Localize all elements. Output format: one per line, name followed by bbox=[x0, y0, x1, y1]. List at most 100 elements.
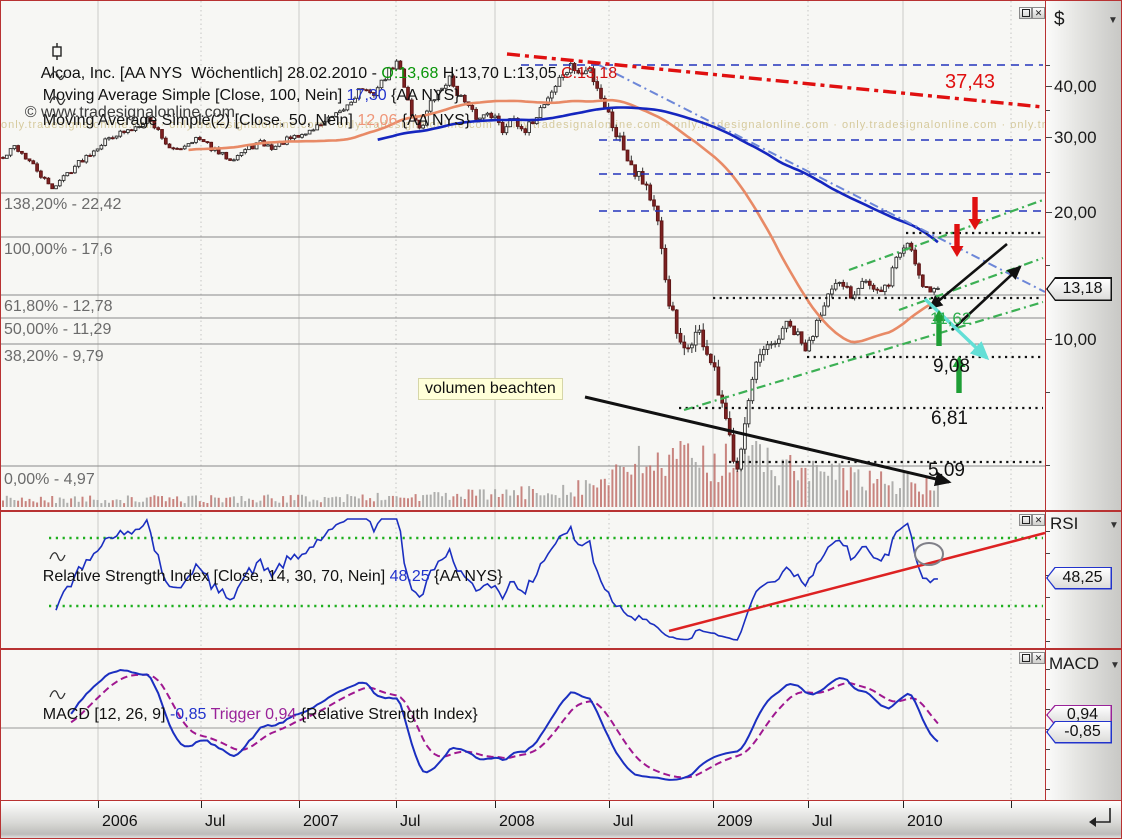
rsi-trendline[interactable] bbox=[668, 531, 1045, 633]
volume-bar bbox=[198, 501, 201, 507]
fib-label: 100,00% - 17,6 bbox=[4, 241, 113, 258]
volume-bar bbox=[902, 471, 905, 507]
axis-tick bbox=[1046, 553, 1050, 554]
chevron-down-icon[interactable]: ▼ bbox=[1108, 15, 1118, 26]
instrument-header[interactable]: Alcoa, Inc. [AA NYS Wöchentlich] 28.02.2… bbox=[7, 7, 617, 101]
red-down-arrow-1[interactable] bbox=[968, 197, 982, 230]
volume-bar bbox=[36, 502, 39, 507]
volume-bar bbox=[573, 496, 576, 507]
volume-bar bbox=[641, 473, 644, 507]
cross-arrow-up[interactable] bbox=[951, 265, 1022, 331]
volume-bar bbox=[656, 452, 659, 507]
green-up-arrow-2[interactable] bbox=[952, 356, 966, 393]
volume-bar bbox=[85, 501, 88, 507]
downtrend-major-red[interactable] bbox=[506, 52, 1044, 109]
rsi-panel[interactable] bbox=[1, 511, 1045, 649]
ma100-header[interactable]: Moving Average Simple [Close, 100, Nein]… bbox=[5, 33, 460, 123]
volume-bar bbox=[524, 499, 527, 507]
volume-bar bbox=[933, 490, 936, 507]
maximize-rsi-button[interactable] bbox=[1019, 514, 1032, 526]
candlestick-series[interactable] bbox=[1, 59, 940, 472]
macd-label: MACD [12, 26, 9] bbox=[42, 706, 170, 723]
volume-bar bbox=[808, 481, 811, 507]
volume-bar bbox=[910, 482, 913, 507]
close-panel-button[interactable]: ✕ bbox=[1032, 7, 1045, 19]
time-axis-label: 2007 bbox=[303, 813, 339, 830]
volume-bar bbox=[751, 445, 754, 507]
time-axis[interactable]: 2006 Jul 2007 Jul 2008 Jul 2009 Jul 2010 bbox=[1, 801, 1121, 838]
rsi-label: Relative Strength Index [Close, 14, 30, … bbox=[42, 568, 390, 585]
volume-bar bbox=[376, 492, 379, 507]
open-value: O:13,68 bbox=[381, 65, 439, 82]
volume-bar bbox=[724, 443, 727, 507]
copyright-label: © www.tradesignalonline.com bbox=[24, 104, 235, 121]
axis-tick bbox=[1046, 769, 1050, 770]
close-rsi-button[interactable]: ✕ bbox=[1032, 514, 1045, 526]
axis-tick bbox=[1046, 110, 1050, 111]
volume-bar bbox=[887, 485, 890, 507]
time-tick bbox=[98, 801, 99, 808]
macd-trigger-line[interactable] bbox=[70, 673, 939, 779]
volume-bar bbox=[248, 498, 250, 507]
volume-bar bbox=[478, 489, 481, 507]
volume-bar bbox=[702, 445, 705, 507]
cross-arrow-down[interactable] bbox=[928, 243, 1008, 310]
chevron-down-icon[interactable]: ▼ bbox=[1110, 660, 1120, 671]
macd-header[interactable]: MACD [12, 26, 9] -0,85 Trigger 0,94 {Rel… bbox=[5, 652, 478, 742]
close-macd-button[interactable]: ✕ bbox=[1032, 652, 1045, 664]
volume-bar bbox=[266, 494, 269, 507]
rsi-suffix: {AA NYS} bbox=[429, 568, 503, 585]
volume-bar bbox=[210, 495, 213, 507]
volume-bar bbox=[577, 480, 580, 507]
volume-bar bbox=[645, 466, 648, 507]
chevron-down-icon[interactable]: ▼ bbox=[1109, 520, 1119, 531]
rsi-circle-annotation[interactable] bbox=[914, 542, 944, 566]
green-up-arrow-1[interactable] bbox=[932, 310, 946, 346]
maximize-macd-button[interactable] bbox=[1019, 652, 1032, 664]
chart-canvas[interactable] bbox=[1, 1, 1045, 801]
volume-bar bbox=[550, 494, 553, 507]
volume-bar bbox=[130, 497, 133, 507]
ma50-line[interactable] bbox=[188, 98, 939, 344]
volume-bar bbox=[827, 475, 830, 507]
axis-tick bbox=[1046, 86, 1052, 87]
indicator-wave-icon bbox=[23, 670, 67, 724]
volume-bar bbox=[883, 483, 886, 507]
rsi-line[interactable] bbox=[55, 517, 938, 641]
volume-bar bbox=[793, 471, 796, 507]
volume-bar bbox=[762, 472, 765, 507]
macd-line[interactable] bbox=[70, 668, 939, 781]
volume-bar bbox=[232, 496, 235, 507]
volume-bar bbox=[126, 495, 129, 507]
volume-bar bbox=[441, 496, 444, 507]
ma100-line[interactable] bbox=[377, 106, 939, 244]
volumen-beachten-note[interactable]: volumen beachten bbox=[418, 378, 563, 400]
return-arrow-icon[interactable] bbox=[1086, 806, 1116, 832]
volume-bar bbox=[403, 497, 406, 507]
volume-bar bbox=[921, 494, 924, 507]
ma50-header[interactable]: Moving Average Simple(2) [Close, 50, Nei… bbox=[5, 58, 470, 148]
time-tick bbox=[396, 801, 397, 808]
indicator-wave-icon bbox=[23, 532, 67, 586]
volume-bar bbox=[2, 500, 4, 507]
cyan-arrow[interactable] bbox=[923, 297, 990, 361]
macd-panel[interactable] bbox=[1, 649, 1045, 801]
volume-bar bbox=[895, 494, 898, 507]
fib-label: 50,00% - 11,29 bbox=[4, 321, 112, 338]
channel-bottom-green[interactable] bbox=[683, 300, 1044, 412]
value-tag: 48,25 bbox=[1046, 566, 1112, 590]
volume-bar bbox=[66, 502, 69, 507]
maximize-panel-button[interactable] bbox=[1019, 7, 1032, 19]
channel-top-green[interactable] bbox=[848, 198, 1044, 272]
downtrend-minor-blue[interactable] bbox=[598, 64, 1045, 293]
red-down-arrow-2[interactable] bbox=[950, 224, 964, 257]
volume-bar bbox=[891, 481, 894, 507]
macd-suffix: {Relative Strength Index} bbox=[296, 706, 478, 723]
price-axis-gutter[interactable]: $ ▼ RSI ▼ MACD ▼ 40,00 30,00 20,00 10,00 bbox=[1046, 1, 1121, 801]
rsi-header[interactable]: Relative Strength Index [Close, 14, 30, … bbox=[5, 514, 503, 604]
volume-bar bbox=[304, 496, 307, 507]
volume-note-arrow[interactable] bbox=[584, 395, 952, 487]
price-panel[interactable] bbox=[1, 1, 1045, 511]
volume-bar bbox=[800, 467, 803, 507]
volume-bar bbox=[834, 479, 837, 507]
